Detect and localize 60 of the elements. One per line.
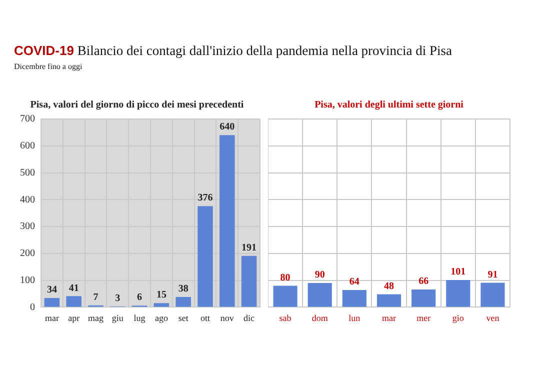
chart-title: Pisa, valori del giorno di picco dei mesi precedenti (30, 100, 244, 111)
x-tick-label: nov (220, 312, 234, 323)
data-label: 7 (93, 292, 98, 303)
data-label: 80 (280, 272, 290, 284)
bar (44, 298, 60, 307)
y-tick-label: 500 (20, 167, 35, 178)
data-label: 91 (488, 269, 498, 280)
data-label: 48 (384, 280, 394, 292)
x-tick-label: set (178, 312, 189, 323)
x-tick-label: lun (348, 312, 361, 323)
x-tick-label: dic (244, 312, 255, 323)
bar (273, 286, 298, 307)
y-tick-label: 200 (20, 248, 35, 260)
x-tick-label: dom (312, 312, 328, 323)
data-label: 376 (198, 192, 213, 204)
y-tick-label: 700 (20, 114, 35, 125)
data-label: 101 (450, 266, 466, 278)
x-tick-label: giu (112, 312, 124, 323)
x-tick-label: apr (68, 312, 80, 323)
x-tick-label: mar (44, 312, 59, 323)
bar (376, 294, 402, 307)
bar (198, 206, 213, 307)
data-label: 15 (156, 290, 166, 301)
bar (154, 303, 170, 307)
bar (241, 256, 257, 307)
y-tick-label: 300 (20, 221, 35, 232)
bar (66, 296, 82, 307)
data-label: 41 (68, 282, 79, 294)
x-tick-label: gio (452, 312, 464, 323)
x-tick-label: mag (88, 312, 104, 323)
data-label: 6 (137, 292, 142, 304)
data-label: 38 (178, 284, 188, 295)
bar (342, 290, 366, 307)
bar (220, 135, 235, 307)
data-label: 3 (115, 292, 120, 304)
bar (480, 282, 505, 307)
x-tick-label: ven (486, 312, 500, 323)
bar (308, 283, 332, 307)
bar (412, 289, 436, 307)
y-tick-label: 600 (20, 140, 35, 152)
x-tick-label: lug (134, 312, 146, 323)
x-tick-label: ott (200, 312, 210, 323)
data-label: 64 (349, 276, 360, 288)
y-tick-label: 0 (30, 302, 35, 313)
data-label: 191 (242, 242, 257, 254)
data-label: 640 (220, 122, 235, 133)
data-label: 66 (418, 276, 429, 288)
data-label: 34 (46, 284, 57, 296)
chart-title: Pisa, valori degli ultimi sette giorni (314, 100, 464, 111)
x-tick-label: mer (416, 312, 431, 323)
bar (446, 280, 470, 307)
text: Dicembre fino a oggi (14, 62, 82, 71)
x-tick-label: ago (154, 312, 168, 323)
bar (176, 296, 191, 307)
y-tick-label: 400 (20, 194, 35, 206)
x-tick-label: sab (279, 312, 292, 323)
x-tick-label: mar (382, 312, 396, 323)
text: COVID-19 Bilancio dei contagi dall'inizio della pandemia nella provincia di Pisa (14, 43, 452, 58)
data-label: 90 (314, 270, 325, 281)
y-tick-label: 100 (20, 274, 35, 286)
